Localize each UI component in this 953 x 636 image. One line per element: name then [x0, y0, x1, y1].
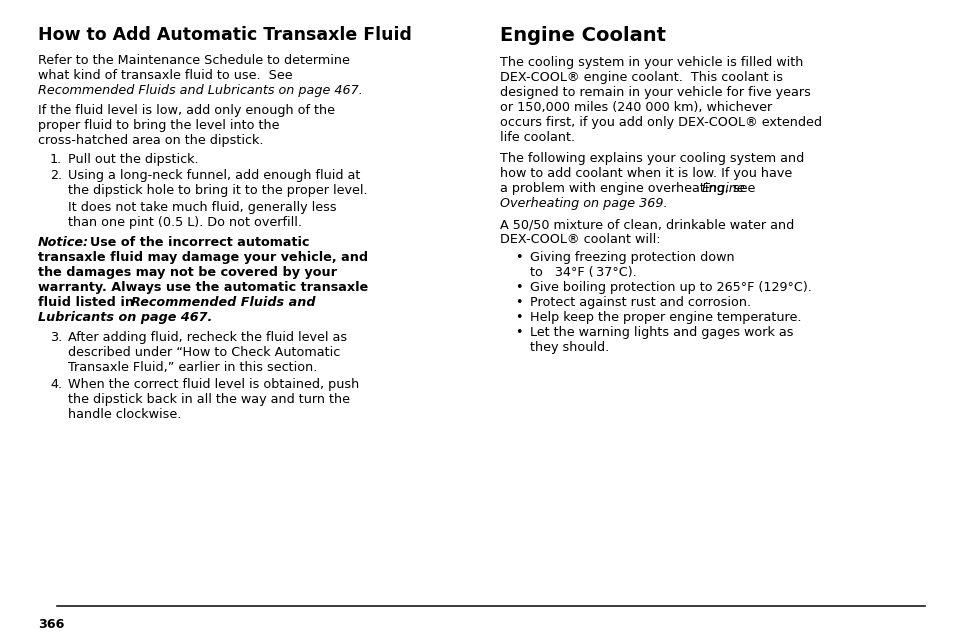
Text: •: •: [515, 326, 522, 339]
Text: Engine: Engine: [701, 182, 745, 195]
Text: Giving freezing protection down: Giving freezing protection down: [530, 251, 734, 264]
Text: How to Add Automatic Transaxle Fluid: How to Add Automatic Transaxle Fluid: [38, 26, 412, 44]
Text: the dipstick back in all the way and turn the: the dipstick back in all the way and tur…: [68, 393, 350, 406]
Text: they should.: they should.: [530, 341, 609, 354]
Text: •: •: [515, 251, 522, 264]
Text: than one pint (0.5 L). Do not overfill.: than one pint (0.5 L). Do not overfill.: [68, 216, 302, 229]
Text: the dipstick hole to bring it to the proper level.: the dipstick hole to bring it to the pro…: [68, 184, 367, 197]
Text: 366: 366: [38, 618, 64, 631]
Text: occurs first, if you add only DEX-COOL® extended: occurs first, if you add only DEX-COOL® …: [499, 116, 821, 129]
Text: Transaxle Fluid,” earlier in this section.: Transaxle Fluid,” earlier in this sectio…: [68, 361, 317, 374]
Text: Let the warning lights and gages work as: Let the warning lights and gages work as: [530, 326, 793, 339]
Text: Help keep the proper engine temperature.: Help keep the proper engine temperature.: [530, 311, 801, 324]
Text: •: •: [515, 281, 522, 294]
Text: •: •: [515, 311, 522, 324]
Text: designed to remain in your vehicle for five years: designed to remain in your vehicle for f…: [499, 86, 810, 99]
Text: The following explains your cooling system and: The following explains your cooling syst…: [499, 152, 803, 165]
Text: or 150,000 miles (240 000 km), whichever: or 150,000 miles (240 000 km), whichever: [499, 101, 771, 114]
Text: Engine Coolant: Engine Coolant: [499, 26, 665, 45]
Text: Notice:: Notice:: [38, 236, 89, 249]
Text: Recommended Fluids and Lubricants on page 467.: Recommended Fluids and Lubricants on pag…: [38, 84, 362, 97]
Text: 4.: 4.: [50, 378, 62, 391]
Text: After adding fluid, recheck the fluid level as: After adding fluid, recheck the fluid le…: [68, 331, 347, 344]
Text: Refer to the Maintenance Schedule to determine: Refer to the Maintenance Schedule to det…: [38, 54, 350, 67]
Text: It does not take much fluid, generally less: It does not take much fluid, generally l…: [68, 201, 336, 214]
Text: 3.: 3.: [50, 331, 62, 344]
Text: Using a long-neck funnel, add enough fluid at: Using a long-neck funnel, add enough flu…: [68, 169, 360, 182]
Text: DEX-COOL® engine coolant.  This coolant is: DEX-COOL® engine coolant. This coolant i…: [499, 71, 782, 84]
Text: 1.: 1.: [50, 153, 62, 166]
Text: what kind of transaxle fluid to use.  See: what kind of transaxle fluid to use. See: [38, 69, 293, 82]
Text: warranty. Always use the automatic transaxle: warranty. Always use the automatic trans…: [38, 281, 368, 294]
Text: life coolant.: life coolant.: [499, 131, 575, 144]
Text: 2.: 2.: [50, 169, 62, 182]
Text: described under “How to Check Automatic: described under “How to Check Automatic: [68, 346, 340, 359]
Text: Overheating on page 369.: Overheating on page 369.: [499, 197, 667, 210]
Text: transaxle fluid may damage your vehicle, and: transaxle fluid may damage your vehicle,…: [38, 251, 368, 264]
Text: DEX-COOL® coolant will:: DEX-COOL® coolant will:: [499, 233, 659, 246]
Text: Give boiling protection up to 265°F (129°C).: Give boiling protection up to 265°F (129…: [530, 281, 811, 294]
Text: handle clockwise.: handle clockwise.: [68, 408, 181, 421]
Text: fluid listed in: fluid listed in: [38, 296, 138, 309]
Text: how to add coolant when it is low. If you have: how to add coolant when it is low. If yo…: [499, 167, 791, 180]
Text: cross-hatched area on the dipstick.: cross-hatched area on the dipstick.: [38, 134, 263, 147]
Text: Recommended Fluids and: Recommended Fluids and: [131, 296, 315, 309]
Text: The cooling system in your vehicle is filled with: The cooling system in your vehicle is fi…: [499, 56, 802, 69]
Text: the damages may not be covered by your: the damages may not be covered by your: [38, 266, 336, 279]
Text: to   34°F ( 37°C).: to 34°F ( 37°C).: [530, 266, 636, 279]
Text: A 50/50 mixture of clean, drinkable water and: A 50/50 mixture of clean, drinkable wate…: [499, 218, 794, 231]
Text: Lubricants on page 467.: Lubricants on page 467.: [38, 311, 213, 324]
Text: Protect against rust and corrosion.: Protect against rust and corrosion.: [530, 296, 750, 309]
Text: When the correct fluid level is obtained, push: When the correct fluid level is obtained…: [68, 378, 359, 391]
Text: If the fluid level is low, add only enough of the: If the fluid level is low, add only enou…: [38, 104, 335, 117]
Text: proper fluid to bring the level into the: proper fluid to bring the level into the: [38, 119, 279, 132]
Text: •: •: [515, 296, 522, 309]
Text: Use of the incorrect automatic: Use of the incorrect automatic: [81, 236, 309, 249]
Text: a problem with engine overheating, see: a problem with engine overheating, see: [499, 182, 759, 195]
Text: Pull out the dipstick.: Pull out the dipstick.: [68, 153, 198, 166]
